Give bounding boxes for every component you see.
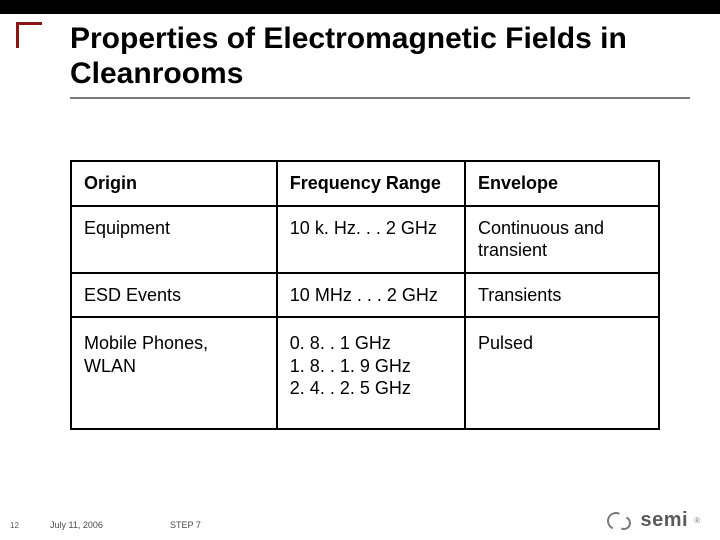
logo-text: semi	[641, 509, 689, 532]
cell-origin: Equipment	[71, 206, 277, 273]
slide-title: Properties of Electromagnetic Fields in …	[70, 22, 690, 91]
cell-origin: ESD Events	[71, 273, 277, 318]
logo: semi ®	[607, 509, 701, 532]
table-row: ESD Events 10 MHz . . . 2 GHz Transients	[71, 273, 659, 318]
cell-env: Pulsed	[465, 317, 659, 429]
cell-env: Continuous and transient	[465, 206, 659, 273]
footer-step: STEP 7	[170, 520, 201, 530]
cell-freq: 10 MHz . . . 2 GHz	[277, 273, 465, 318]
table-row: Equipment 10 k. Hz. . . 2 GHz Continuous…	[71, 206, 659, 273]
logo-mark-icon	[607, 510, 635, 532]
top-bar	[0, 0, 720, 14]
col-frequency-range: Frequency Range	[277, 161, 465, 206]
table-header-row: Origin Frequency Range Envelope	[71, 161, 659, 206]
cell-freq: 0. 8. . 1 GHz 1. 8. . 1. 9 GHz 2. 4. . 2…	[277, 317, 465, 429]
title-block: Properties of Electromagnetic Fields in …	[70, 22, 690, 99]
title-underline	[70, 97, 690, 99]
registered-icon: ®	[694, 516, 700, 525]
cell-origin: Mobile Phones, WLAN	[71, 317, 277, 429]
table-row: Mobile Phones, WLAN 0. 8. . 1 GHz 1. 8. …	[71, 317, 659, 429]
cell-freq: 10 k. Hz. . . 2 GHz	[277, 206, 465, 273]
page-number: 12	[10, 521, 19, 530]
table: Origin Frequency Range Envelope Equipmen…	[70, 160, 660, 430]
properties-table: Origin Frequency Range Envelope Equipmen…	[70, 160, 660, 430]
cell-env: Transients	[465, 273, 659, 318]
col-envelope: Envelope	[465, 161, 659, 206]
col-origin: Origin	[71, 161, 277, 206]
footer-date: July 11, 2006	[50, 520, 103, 530]
corner-accent	[16, 22, 42, 48]
